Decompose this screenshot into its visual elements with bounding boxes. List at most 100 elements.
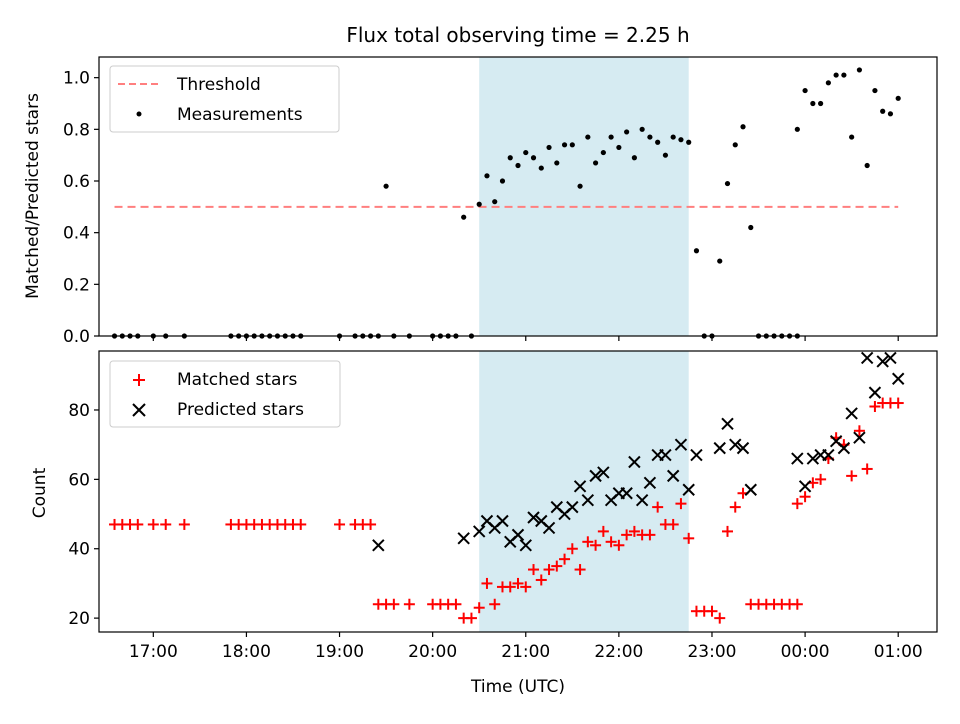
top-plot-frame <box>98 56 938 337</box>
predicted-point <box>860 351 874 365</box>
measurement-point <box>484 173 490 179</box>
matched-point <box>613 539 625 551</box>
predicted-point <box>736 441 750 455</box>
measurement-point <box>569 142 575 148</box>
bottom-ytick-label: 60 <box>68 470 90 490</box>
matched-point <box>582 536 594 548</box>
top-ylabel: Matched/Predicted stars <box>23 93 43 299</box>
matched-point <box>481 577 493 589</box>
matched-point <box>147 518 159 530</box>
measurement-point <box>880 108 886 114</box>
matched-point <box>295 518 307 530</box>
matched-point <box>683 532 695 544</box>
matched-point <box>590 539 602 551</box>
matched-point <box>535 574 547 586</box>
predicted-point <box>806 452 820 465</box>
predicted-point <box>853 431 866 444</box>
predicted-point <box>729 438 742 451</box>
measurement-point <box>585 134 591 140</box>
measurement-point <box>515 162 521 169</box>
bottom-xlabel: Time (UTC) <box>470 677 565 697</box>
bottom-ylabel: Count <box>30 467 50 518</box>
predicted-point <box>845 407 858 420</box>
predicted-point <box>566 500 579 514</box>
predicted-point <box>876 355 889 368</box>
matched-point <box>512 577 524 589</box>
matched-point <box>815 473 827 485</box>
bottom-xtick-label: 21:00 <box>501 642 550 662</box>
predicted-point <box>682 483 695 496</box>
measurement-point <box>678 137 684 143</box>
measurement-point <box>523 149 529 156</box>
predicted-point <box>721 417 734 431</box>
measurement-point <box>624 129 630 135</box>
measurement-point <box>856 67 863 73</box>
predicted-point <box>822 448 835 462</box>
legend-predicted-swatch <box>132 403 146 417</box>
legend-predicted-label: Predicted stars <box>177 400 304 420</box>
predicted-point <box>798 480 812 493</box>
matched-point <box>722 525 733 537</box>
predicted-point <box>597 466 610 479</box>
top-ytick-label: 0.8 <box>63 120 90 140</box>
matched-point <box>799 491 811 503</box>
bottom-plot-frame <box>98 350 938 633</box>
predicted-point <box>628 455 641 469</box>
measurement-point <box>592 160 599 166</box>
measurement-point <box>670 134 676 140</box>
top-panel: 0.0 0.2 0.4 0.6 0.8 1.0 Matched/Predicted sta… <box>23 56 938 347</box>
bottom-panel: 20 40 60 80 17:00 18:00 19:00 20:00 21:00 22:00 2… <box>30 350 938 697</box>
matched-point <box>473 602 485 614</box>
bottom-ytick-label: 80 <box>68 401 90 421</box>
bottom-xtick-label: 22:00 <box>594 642 643 662</box>
bottom-legend: Matched stars Predicted stars <box>109 360 341 428</box>
matched-point <box>543 564 555 576</box>
predicted-point <box>620 487 633 500</box>
measurement-point <box>802 87 808 94</box>
measurement-point <box>655 139 661 145</box>
predicted-point <box>674 438 688 451</box>
predicted-point <box>457 532 470 545</box>
matched-point <box>667 518 679 530</box>
matched-point <box>566 543 578 555</box>
predicted-point <box>472 525 486 538</box>
top-ytick-label: 1.0 <box>63 69 90 89</box>
matched-point <box>551 560 563 572</box>
measurement-point <box>600 149 606 156</box>
measurement-point <box>818 100 824 107</box>
bottom-xtick-label: 00:00 <box>781 642 830 662</box>
matched-point <box>520 581 532 593</box>
measurement-point <box>810 100 816 107</box>
matched-point <box>892 397 904 409</box>
predicted-point <box>519 539 532 552</box>
predicted-point <box>713 441 726 455</box>
matched-point <box>388 598 400 610</box>
measurement-point <box>849 134 855 140</box>
measurement-point <box>864 162 870 169</box>
measurement-point <box>383 183 389 189</box>
top-ytick-label: 0.0 <box>63 327 90 347</box>
matched-point <box>450 598 462 610</box>
bottom-xtick-label: 18:00 <box>222 642 271 662</box>
matched-point <box>597 525 609 537</box>
matched-point <box>628 525 640 537</box>
measurement-point <box>887 111 894 117</box>
measurement-point <box>732 142 738 148</box>
legend-measurement-swatch <box>136 111 142 117</box>
predicted-point <box>542 521 556 535</box>
predicted-point <box>496 514 509 528</box>
matched-point <box>605 536 617 548</box>
matched-point <box>846 470 858 482</box>
measurement-point <box>530 155 537 161</box>
measurement-point <box>825 80 831 86</box>
measurement-point <box>476 201 482 207</box>
matched-point <box>869 401 881 413</box>
matched-point <box>853 425 865 437</box>
top-ytick-label: 0.6 <box>63 172 90 192</box>
bottom-xtick-label: 23:00 <box>687 642 736 662</box>
measurement-point <box>724 180 731 187</box>
matched-point <box>365 518 377 530</box>
predicted-point <box>372 539 385 552</box>
top-ytick-label: 0.2 <box>63 275 90 295</box>
